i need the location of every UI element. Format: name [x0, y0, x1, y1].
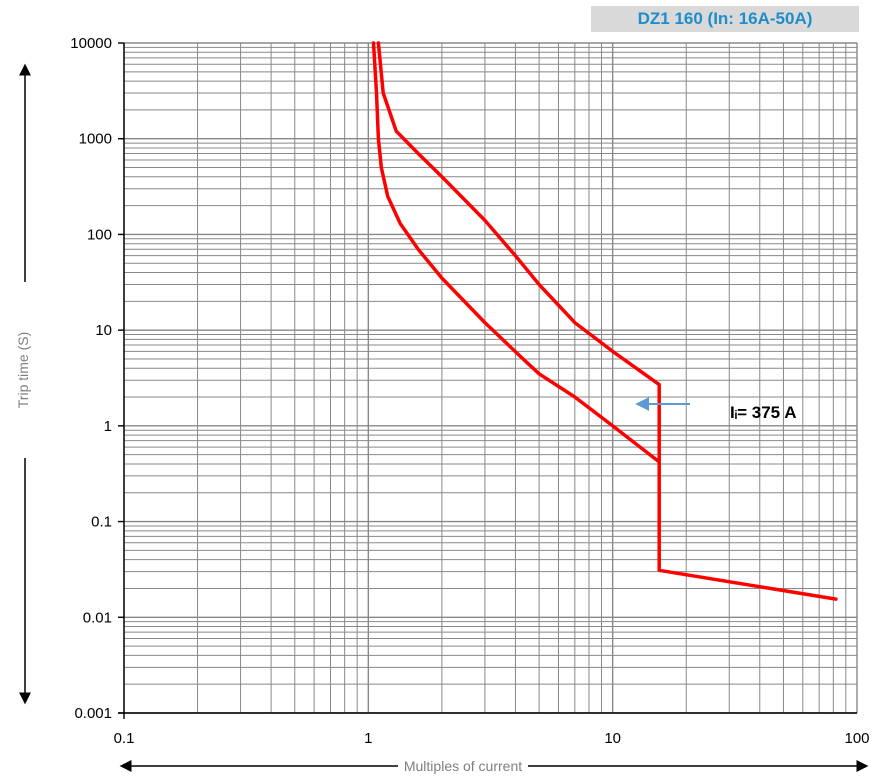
- y-axis-label: Trip time (S): [15, 332, 31, 408]
- y-tick-label: 100: [87, 226, 112, 243]
- annotation-label: Iᵢ= 375 A: [730, 403, 797, 422]
- trip-curve-upper: [376, 41, 661, 464]
- x-axis-label: Multiples of current: [404, 758, 522, 774]
- y-tick-label: 0.01: [83, 609, 112, 626]
- y-tick-label: 10: [95, 322, 112, 339]
- x-tick-label: 100: [844, 730, 869, 747]
- y-tick-labels: 0.001 0.01 0.1 1 10 100 1000 10000: [70, 35, 112, 722]
- y-tick-label: 10000: [70, 35, 112, 52]
- y-tick-label: 0.001: [74, 705, 112, 722]
- grid-lines: [118, 42, 858, 719]
- trip-curve-lower: [371, 41, 838, 601]
- y-tick-label: 0.1: [91, 514, 112, 531]
- x-tick-label: 0.1: [114, 730, 135, 747]
- x-tick-labels: 0.1 1 10 100: [114, 730, 870, 747]
- y-tick-label: 1000: [79, 131, 112, 148]
- x-tick-label: 10: [604, 730, 621, 747]
- x-tick-label: 1: [364, 730, 372, 747]
- y-tick-label: 1: [104, 418, 112, 435]
- chart-title: DZ1 160 (In: 16A-50A): [591, 6, 859, 32]
- trip-curves: [371, 41, 838, 601]
